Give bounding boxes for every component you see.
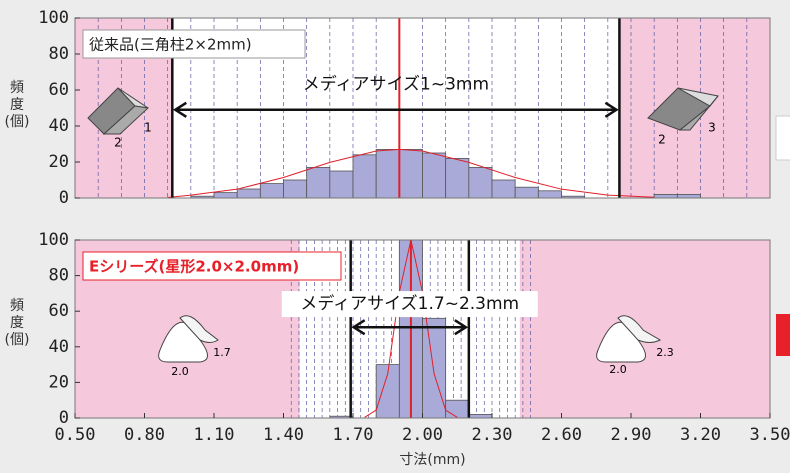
bar <box>236 188 261 199</box>
x-tick-label: 2.00 <box>402 425 443 445</box>
bar <box>491 179 516 199</box>
bar <box>445 399 470 419</box>
arrow-head <box>172 101 619 118</box>
bar <box>422 317 447 419</box>
y-tick-label: 20 <box>49 152 69 172</box>
range-label: メディアサイズ1.7~2.3mm <box>300 293 519 314</box>
bar <box>213 192 238 199</box>
prism-icon <box>102 105 150 135</box>
y-axis-label: 頻度(個) <box>4 80 30 130</box>
x-tick-label: 2.90 <box>611 425 652 445</box>
plot-frame <box>74 17 771 199</box>
dimension-label: 2.0 <box>171 365 189 378</box>
y-tick-label: 60 <box>49 80 69 100</box>
prism-icon <box>678 95 719 131</box>
x-tick-label: 0.50 <box>55 425 96 445</box>
range-label: メディアサイズ1~3mm <box>303 74 489 95</box>
series-label: Eシリーズ(星形2.0×2.0mm) <box>89 258 299 276</box>
bar <box>259 183 284 199</box>
y-tick-label: 0 <box>59 188 69 208</box>
y-tick-label: 80 <box>49 266 69 286</box>
bar <box>352 154 377 199</box>
y-tick-label: 100 <box>38 8 69 28</box>
x-tick-label: 3.50 <box>750 425 790 445</box>
bar <box>514 186 539 199</box>
x-tick-label: 0.80 <box>124 425 165 445</box>
x-axis-label: 寸法(mm) <box>399 452 465 468</box>
bar <box>468 414 493 419</box>
bar <box>676 193 701 199</box>
series-label: 従来品(三角柱2×2mm) <box>89 36 252 54</box>
side-box <box>775 115 790 161</box>
y-axis-label: 頻度(個) <box>4 298 30 348</box>
dimension-label: 2 <box>114 136 122 150</box>
range-label-box <box>281 291 538 318</box>
label-box <box>82 251 342 281</box>
bar <box>468 166 493 199</box>
dimension-label: 3 <box>708 121 716 135</box>
y-tick-label: 40 <box>49 337 69 357</box>
dimension-label: 2.0 <box>609 363 627 376</box>
x-tick-label: 2.60 <box>541 425 582 445</box>
star-icon <box>179 315 219 343</box>
x-tick-label: 3.20 <box>680 425 721 445</box>
x-tick-label: 1.40 <box>263 425 304 445</box>
y-tick-label: 0 <box>59 408 69 428</box>
dimension-label: 1.7 <box>213 346 231 359</box>
bar <box>422 152 447 199</box>
x-tick-label: 1.10 <box>194 425 235 445</box>
bar <box>537 190 562 199</box>
bar <box>445 157 470 199</box>
arrow-head <box>351 319 469 336</box>
y-tick-label: 80 <box>49 44 69 64</box>
dimension-label: 2.3 <box>656 346 674 359</box>
label-box <box>82 29 306 59</box>
dimension-label: 2 <box>658 133 666 147</box>
y-tick-label: 60 <box>49 301 69 321</box>
y-tick-label: 100 <box>38 230 69 250</box>
y-tick-label: 40 <box>49 116 69 136</box>
bar <box>398 148 423 199</box>
dimension-label: 1 <box>144 121 152 135</box>
bar <box>283 179 308 199</box>
star-icon <box>617 315 662 343</box>
bar <box>375 148 400 199</box>
y-tick-label: 20 <box>49 372 69 392</box>
x-tick-label: 1.70 <box>333 425 374 445</box>
bar <box>306 166 331 199</box>
bar <box>329 170 354 199</box>
x-tick-label: 2.30 <box>472 425 513 445</box>
side-box <box>776 314 790 356</box>
bar <box>653 193 678 199</box>
